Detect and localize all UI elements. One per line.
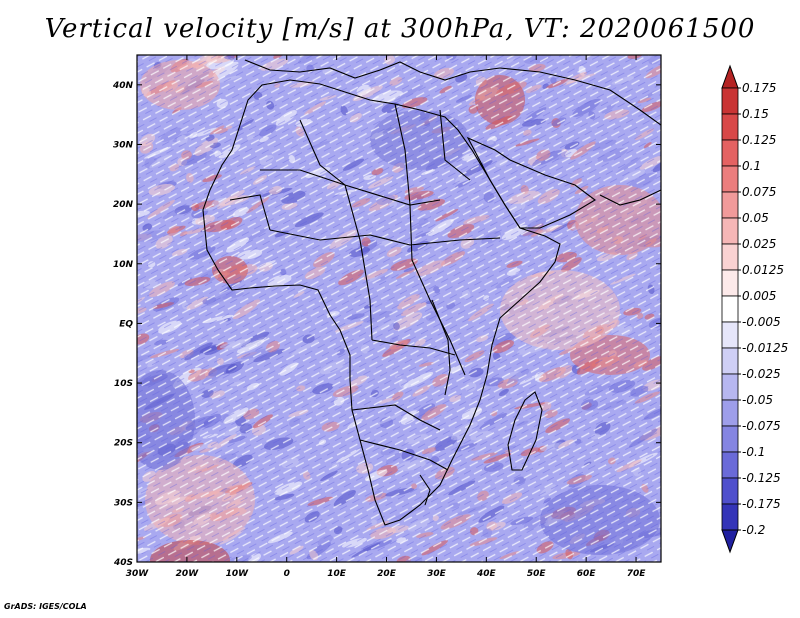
colorbar-label: 0.15	[742, 107, 769, 121]
grads-credit: GrADS: IGES/COLA	[4, 602, 87, 611]
lat-label: 10S	[114, 379, 133, 389]
lon-label: 20W	[176, 569, 200, 579]
coastlines	[202, 59, 661, 526]
colorbar-label: 0.1	[742, 159, 761, 173]
longitude-axis: 30W 20W 10W 0 10E 20E 30E 40E 50E 60E 70E	[126, 55, 646, 579]
velocity-field	[137, 55, 661, 562]
lon-label: 10E	[327, 569, 347, 579]
colorbar-swatch	[721, 191, 739, 219]
colorbar-swatch	[721, 321, 739, 349]
colorbar-label: 0.125	[742, 133, 776, 147]
lon-label: 10W	[226, 569, 250, 579]
latitude-axis: 40N 30N 20N 10N EQ 10S 20S 30S 40S	[112, 81, 661, 568]
colorbar-label: -0.1	[742, 445, 765, 459]
colorbar-label: 0.005	[742, 289, 776, 303]
lon-label: 70E	[627, 569, 647, 579]
lat-label: 10N	[113, 260, 134, 270]
lat-label: 40N	[112, 81, 134, 91]
lon-label: 60E	[577, 569, 597, 579]
colorbar-swatch	[721, 477, 739, 505]
colorbar-swatch	[721, 425, 739, 453]
colorbar-min-arrow	[721, 529, 739, 554]
colorbar: 0.175 0.15 0.125 0.1 0.075 0.05 0.025 0.0125 0.0…	[721, 64, 788, 554]
colorbar-swatch	[721, 243, 739, 271]
lat-label: 30N	[113, 140, 134, 150]
colorbar-label: 0.0125	[742, 263, 784, 277]
colorbar-swatch	[721, 87, 739, 115]
colorbar-label: -0.075	[742, 419, 781, 433]
lat-label: 20S	[114, 439, 133, 449]
colorbar-swatch	[721, 503, 739, 531]
colorbar-label: 0.025	[742, 237, 776, 251]
lat-label: 30S	[114, 498, 133, 508]
colorbar-max-arrow	[721, 64, 739, 89]
colorbar-label: -0.025	[742, 367, 781, 381]
colorbar-label: 0.175	[742, 81, 776, 95]
colorbar-swatch	[721, 139, 739, 167]
colorbar-swatch	[721, 451, 739, 479]
colorbar-swatch	[721, 113, 739, 141]
lon-label: 50E	[527, 569, 547, 579]
colorbar-swatch	[721, 217, 739, 245]
colorbar-label: 0.075	[742, 185, 776, 199]
colorbar-label: -0.2	[742, 523, 765, 537]
colorbar-label: -0.125	[742, 471, 781, 485]
map-frame	[136, 54, 662, 563]
colorbar-label: -0.0125	[742, 341, 788, 355]
map-title: Vertical velocity [m/s] at 300hPa, VT: 2…	[44, 14, 756, 44]
colorbar-swatch	[721, 347, 739, 375]
colorbar-swatch	[721, 269, 739, 297]
lat-label: 40S	[113, 558, 133, 568]
colorbar-swatch	[721, 399, 739, 427]
lon-label: 30E	[427, 569, 447, 579]
lon-label: 20E	[377, 569, 397, 579]
lon-label: 0	[284, 569, 290, 579]
colorbar-label: -0.005	[742, 315, 781, 329]
lat-label: 20N	[113, 200, 134, 210]
colorbar-swatch	[721, 373, 739, 401]
lon-label: 30W	[126, 569, 150, 579]
colorbar-label: -0.05	[742, 393, 773, 407]
colorbar-swatch	[721, 295, 739, 323]
lon-label: 40E	[476, 569, 497, 579]
lat-label: EQ	[119, 319, 133, 329]
colorbar-swatch	[721, 165, 739, 193]
colorbar-label: -0.175	[742, 497, 781, 511]
colorbar-label: 0.05	[742, 211, 769, 225]
